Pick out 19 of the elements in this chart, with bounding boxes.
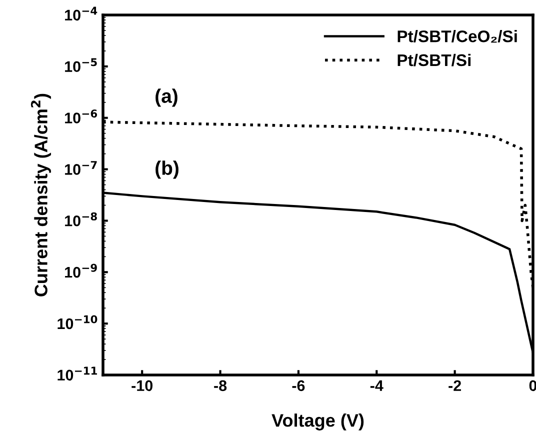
y-tick-label: 10$^{−10}$ [58,315,98,330]
y-tick-label: 10$^{−11}$ [58,366,97,381]
y-tick-label: 10$^{−9}$ [65,264,97,278]
legend-label: Pt/SBT/CeO₂/Si [398,30,517,43]
y-tick-label: 10$^{−8}$ [65,212,97,226]
annotation: (b) [156,160,178,179]
legend-label: Pt/SBT/Si [398,54,471,66]
x-tick-label: -2 [448,380,461,391]
y-axis-title: Current density (A/cm$^{2}$) [30,94,51,296]
x-tick-label: -6 [292,380,305,392]
x-axis-title: Voltage (V) [272,414,364,430]
x-tick-label: -4 [370,380,384,391]
y-tick-label: 10$^{−7}$ [65,161,97,175]
x-tick-label: -8 [214,380,227,392]
x-tick-label: -10 [132,380,153,392]
y-tick-label: 10$^{−4}$ [65,6,98,21]
y-tick-label: 10$^{−6}$ [65,109,98,124]
y-tick-label: 10$^{−5}$ [65,58,97,72]
annotation: (a) [156,88,178,107]
